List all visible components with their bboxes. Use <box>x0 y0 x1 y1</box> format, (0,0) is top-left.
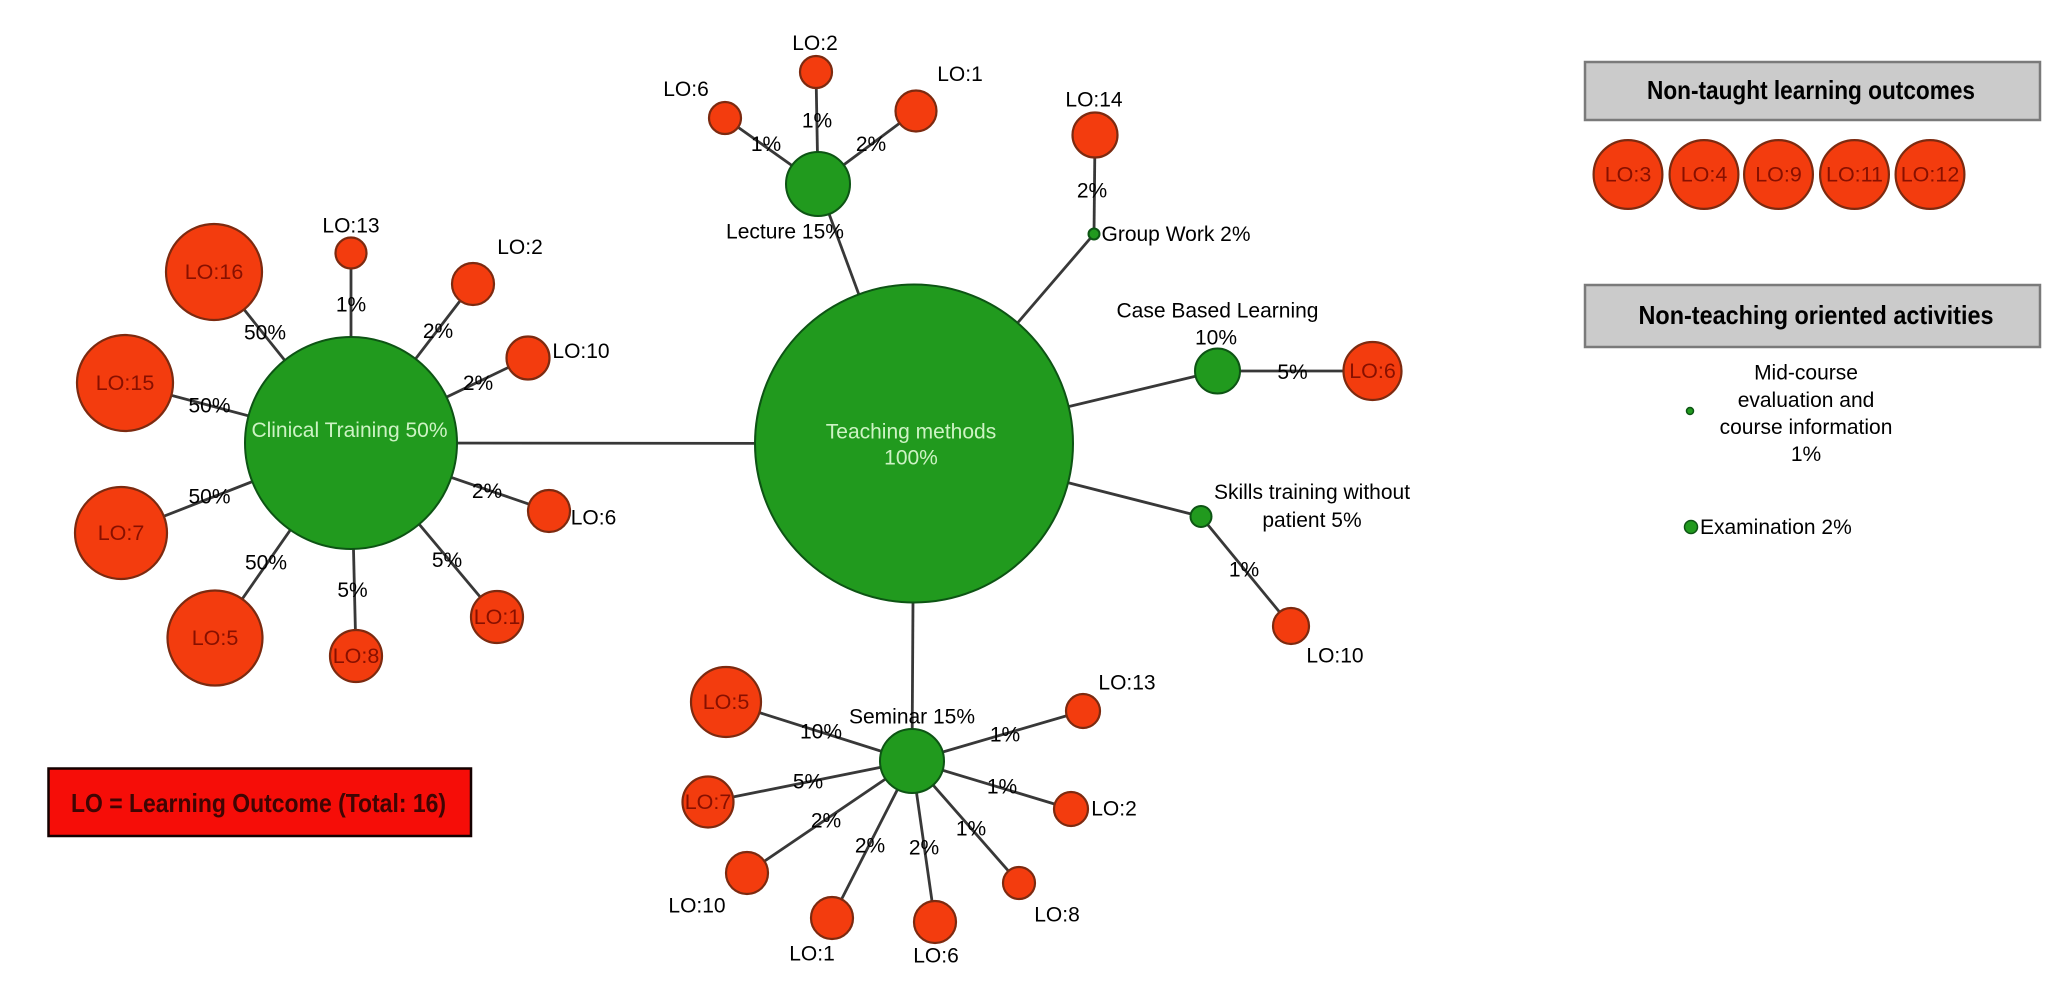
svg-text:2%: 2% <box>472 480 502 503</box>
svg-text:1%: 1% <box>1229 559 1259 582</box>
svg-text:2%: 2% <box>855 835 885 858</box>
svg-text:1%: 1% <box>802 110 832 133</box>
svg-text:10%: 10% <box>800 721 842 744</box>
svg-text:LO:6: LO:6 <box>663 78 709 101</box>
svg-text:Examination 2%: Examination 2% <box>1700 516 1852 539</box>
svg-text:5%: 5% <box>432 549 462 572</box>
svg-text:LO:8: LO:8 <box>1034 904 1080 927</box>
svg-text:LO:2: LO:2 <box>1091 798 1137 821</box>
svg-text:2%: 2% <box>463 372 493 395</box>
svg-text:50%: 50% <box>245 552 287 575</box>
svg-text:Lecture 15%: Lecture 15% <box>726 221 844 244</box>
svg-text:LO:2: LO:2 <box>497 236 543 259</box>
svg-text:LO:2: LO:2 <box>792 32 838 55</box>
svg-text:50%: 50% <box>244 322 286 345</box>
svg-text:Skills training without: Skills training without <box>1214 481 1410 504</box>
svg-text:LO:5: LO:5 <box>192 626 239 650</box>
svg-text:5%: 5% <box>793 771 823 794</box>
svg-text:patient 5%: patient 5% <box>1262 509 1361 532</box>
svg-text:10%: 10% <box>1195 327 1237 350</box>
svg-text:Non-teaching oriented activiti: Non-teaching oriented activities <box>1639 300 1994 330</box>
svg-text:LO:1: LO:1 <box>789 943 835 966</box>
svg-text:Mid-course: Mid-course <box>1754 362 1858 385</box>
svg-text:LO:9: LO:9 <box>1755 163 1802 187</box>
svg-text:LO:10: LO:10 <box>552 340 609 363</box>
svg-text:5%: 5% <box>337 579 367 602</box>
svg-text:Case Based Learning: Case Based Learning <box>1117 300 1319 323</box>
svg-text:50%: 50% <box>188 395 230 418</box>
svg-text:LO:4: LO:4 <box>1681 163 1728 187</box>
svg-text:LO:1: LO:1 <box>474 605 521 629</box>
svg-text:1%: 1% <box>956 818 986 841</box>
svg-text:evaluation and: evaluation and <box>1738 389 1875 412</box>
svg-text:LO:13: LO:13 <box>322 215 379 238</box>
svg-text:1%: 1% <box>751 133 781 156</box>
svg-text:LO:6: LO:6 <box>913 945 959 968</box>
svg-text:Teaching methods: Teaching methods <box>826 421 996 444</box>
svg-text:LO:13: LO:13 <box>1098 672 1155 695</box>
svg-text:LO:6: LO:6 <box>1349 359 1396 383</box>
svg-text:1%: 1% <box>990 724 1020 747</box>
svg-text:2%: 2% <box>811 810 841 833</box>
svg-text:2%: 2% <box>909 837 939 860</box>
svg-text:2%: 2% <box>1077 180 1107 203</box>
svg-text:Group Work 2%: Group Work 2% <box>1102 223 1251 246</box>
svg-text:1%: 1% <box>336 294 366 317</box>
svg-text:5%: 5% <box>1277 361 1307 384</box>
svg-text:LO:15: LO:15 <box>96 371 155 395</box>
svg-text:100%: 100% <box>884 447 938 470</box>
svg-text:LO:14: LO:14 <box>1065 89 1123 112</box>
svg-text:LO:5: LO:5 <box>703 690 750 714</box>
svg-text:1%: 1% <box>987 776 1017 799</box>
svg-text:2%: 2% <box>856 133 886 156</box>
svg-text:Clinical Training 50%: Clinical Training 50% <box>251 419 447 442</box>
svg-text:LO:7: LO:7 <box>98 521 145 545</box>
svg-text:LO = Learning Outcome (Total:: LO = Learning Outcome (Total: 16) <box>71 788 446 818</box>
svg-text:LO:7: LO:7 <box>685 790 732 814</box>
svg-text:LO:11: LO:11 <box>1826 163 1883 187</box>
svg-text:LO:10: LO:10 <box>668 895 725 918</box>
svg-text:LO:16: LO:16 <box>185 260 244 284</box>
svg-text:LO:3: LO:3 <box>1605 163 1652 187</box>
svg-text:LO:8: LO:8 <box>333 644 380 668</box>
svg-text:LO:10: LO:10 <box>1306 645 1363 668</box>
svg-text:LO:12: LO:12 <box>1901 163 1960 187</box>
svg-text:course information: course information <box>1720 416 1893 439</box>
svg-text:50%: 50% <box>188 486 230 509</box>
svg-text:1%: 1% <box>1791 443 1821 466</box>
svg-text:Seminar 15%: Seminar 15% <box>849 706 975 729</box>
svg-text:LO:1: LO:1 <box>937 63 983 86</box>
svg-text:2%: 2% <box>423 320 453 343</box>
svg-text:LO:6: LO:6 <box>571 507 617 530</box>
svg-text:Non-taught learning outcomes: Non-taught learning outcomes <box>1647 75 1975 105</box>
